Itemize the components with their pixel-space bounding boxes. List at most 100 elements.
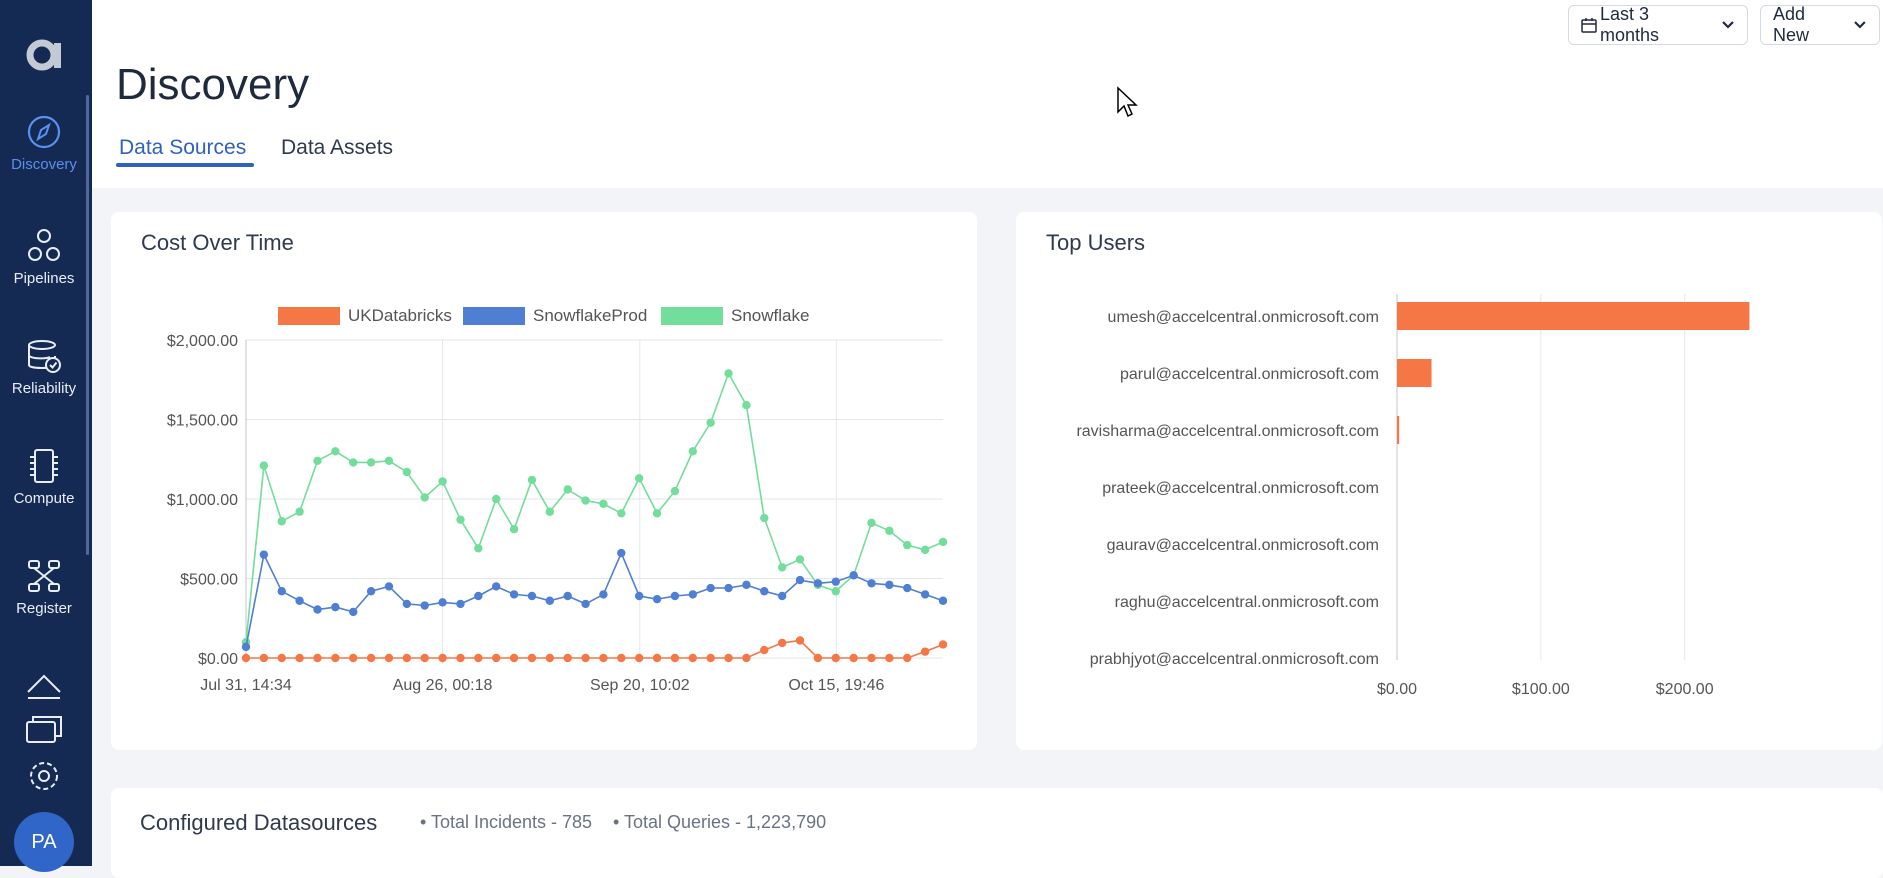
tab-data-assets[interactable]: Data Assets: [281, 136, 394, 159]
page-title: Discovery: [116, 60, 310, 109]
data-point-snowflake: [402, 467, 412, 477]
data-point-ukdatabricks: [867, 653, 876, 663]
data-point-snowflakeprod: [349, 607, 358, 617]
register-icon: [28, 560, 60, 592]
data-point-snowflakeprod: [706, 583, 715, 593]
x-tick-label: Oct 15, 19:46: [788, 677, 884, 694]
data-point-snowflakeprod: [617, 548, 626, 558]
data-point-snowflake: [831, 587, 840, 596]
data-point-snowflakeprod: [366, 587, 376, 596]
data-point-ukdatabricks: [384, 653, 394, 663]
data-point-ukdatabricks: [277, 653, 286, 663]
data-point-ukdatabricks: [706, 653, 715, 663]
data-point-snowflakeprod: [938, 596, 948, 605]
data-point-snowflakeprod: [849, 571, 858, 580]
data-point-ukdatabricks: [349, 653, 358, 663]
data-point-snowflakeprod: [920, 590, 930, 599]
data-point-snowflake: [903, 540, 912, 550]
data-point-snowflakeprod: [742, 580, 751, 590]
data-point-snowflakeprod: [402, 599, 412, 609]
y-tick-label: $500.00: [180, 572, 238, 589]
data-point-ukdatabricks: [259, 653, 269, 663]
app-logo[interactable]: [24, 30, 68, 74]
legend-item-snowflakeprod[interactable]: SnowflakeProd: [463, 306, 647, 326]
upload-icon[interactable]: [24, 668, 64, 702]
data-point-ukdatabricks: [474, 653, 483, 663]
sidebar-item-discovery[interactable]: Discovery: [0, 114, 88, 173]
data-point-snowflake: [706, 418, 715, 427]
data-point-ukdatabricks: [492, 653, 501, 663]
chevron-down-icon: [1854, 21, 1866, 29]
user-label: parul@accelcentral.onmicrosoft.com: [1120, 366, 1379, 383]
x-tick-label: $0.00: [1377, 681, 1417, 698]
card-title: Cost Over Time: [141, 230, 294, 255]
data-point-snowflakeprod: [831, 577, 840, 586]
data-point-snowflake: [295, 507, 304, 516]
data-point-snowflakeprod: [760, 587, 769, 596]
data-point-snowflake: [527, 475, 537, 485]
data-point-snowflake: [938, 537, 948, 547]
legend-swatch: [463, 307, 525, 325]
data-point-snowflakeprod: [331, 602, 340, 612]
data-point-snowflake: [652, 509, 662, 518]
y-tick-label: $0.00: [198, 651, 238, 668]
total-queries: • Total Queries - 1,223,790: [613, 812, 827, 832]
avatar[interactable]: PA: [14, 812, 74, 872]
bar: [1397, 416, 1400, 444]
pipelines-icon: [28, 229, 60, 261]
data-point-snowflake: [688, 447, 697, 456]
data-point-ukdatabricks: [402, 653, 412, 663]
configured-datasources-card: Configured Datasources: [111, 788, 1883, 878]
sidebar-item-label: Compute: [13, 490, 75, 507]
data-point-ukdatabricks: [760, 645, 769, 655]
data-point-snowflake: [760, 513, 769, 523]
data-point-snowflakeprod: [903, 583, 912, 593]
add-new-button[interactable]: Add New: [1760, 4, 1880, 45]
legend-swatch: [278, 307, 340, 325]
sidebar-scrollbar[interactable]: [86, 95, 89, 555]
data-point-snowflake: [563, 485, 572, 494]
tab-data-sources[interactable]: Data Sources: [119, 136, 247, 159]
y-tick-label: $2,000.00: [167, 333, 238, 350]
data-point-snowflakeprod: [867, 579, 876, 588]
sidebar-item-pipelines[interactable]: Pipelines: [0, 228, 88, 287]
y-tick-label: $1,000.00: [167, 492, 238, 509]
data-point-snowflake: [331, 447, 340, 456]
data-point-snowflake: [384, 456, 394, 466]
data-point-snowflakeprod: [599, 590, 608, 599]
cards-icon[interactable]: [24, 712, 64, 746]
data-point-snowflakeprod: [384, 582, 394, 591]
data-point-snowflakeprod: [795, 575, 805, 585]
data-point-ukdatabricks: [313, 653, 322, 663]
sidebar-item-compute[interactable]: Compute: [0, 448, 88, 507]
data-point-snowflakeprod: [474, 591, 483, 601]
data-point-snowflakeprod: [313, 605, 322, 614]
gear-icon[interactable]: [24, 759, 64, 793]
data-point-ukdatabricks: [938, 640, 948, 649]
calendar-icon: [1581, 18, 1597, 33]
legend-item-snowflake[interactable]: Snowflake: [661, 306, 809, 326]
data-point-snowflakeprod: [670, 591, 680, 601]
sidebar: Discovery Pipelines Reliability Compute: [0, 0, 92, 872]
user-label: gaurav@accelcentral.onmicrosoft.com: [1107, 537, 1379, 554]
data-point-snowflakeprod: [688, 590, 697, 599]
page-header: Discovery Last 3 months Add New: [92, 0, 1883, 188]
sidebar-item-reliability[interactable]: Reliability: [0, 338, 88, 397]
data-point-ukdatabricks: [903, 653, 912, 663]
data-point-snowflakeprod: [492, 582, 501, 591]
date-range-button[interactable]: Last 3 months: [1568, 4, 1748, 45]
bar: [1397, 359, 1432, 387]
data-point-snowflakeprod: [277, 587, 286, 596]
sidebar-item-register[interactable]: Register: [0, 558, 88, 617]
legend-item-ukdatabricks[interactable]: UKDatabricks: [278, 306, 452, 326]
chevron-down-icon: [1722, 21, 1734, 29]
x-tick-label: $200.00: [1656, 681, 1714, 698]
x-tick-label: Sep 20, 10:02: [590, 677, 690, 694]
data-point-snowflakeprod: [527, 591, 537, 601]
data-point-ukdatabricks: [241, 653, 251, 663]
y-tick-label: $1,500.00: [167, 413, 238, 430]
legend-label: SnowflakeProd: [533, 306, 648, 325]
add-new-label: Add New: [1773, 4, 1810, 45]
data-point-snowflake: [670, 486, 680, 496]
data-point-ukdatabricks: [724, 653, 733, 663]
